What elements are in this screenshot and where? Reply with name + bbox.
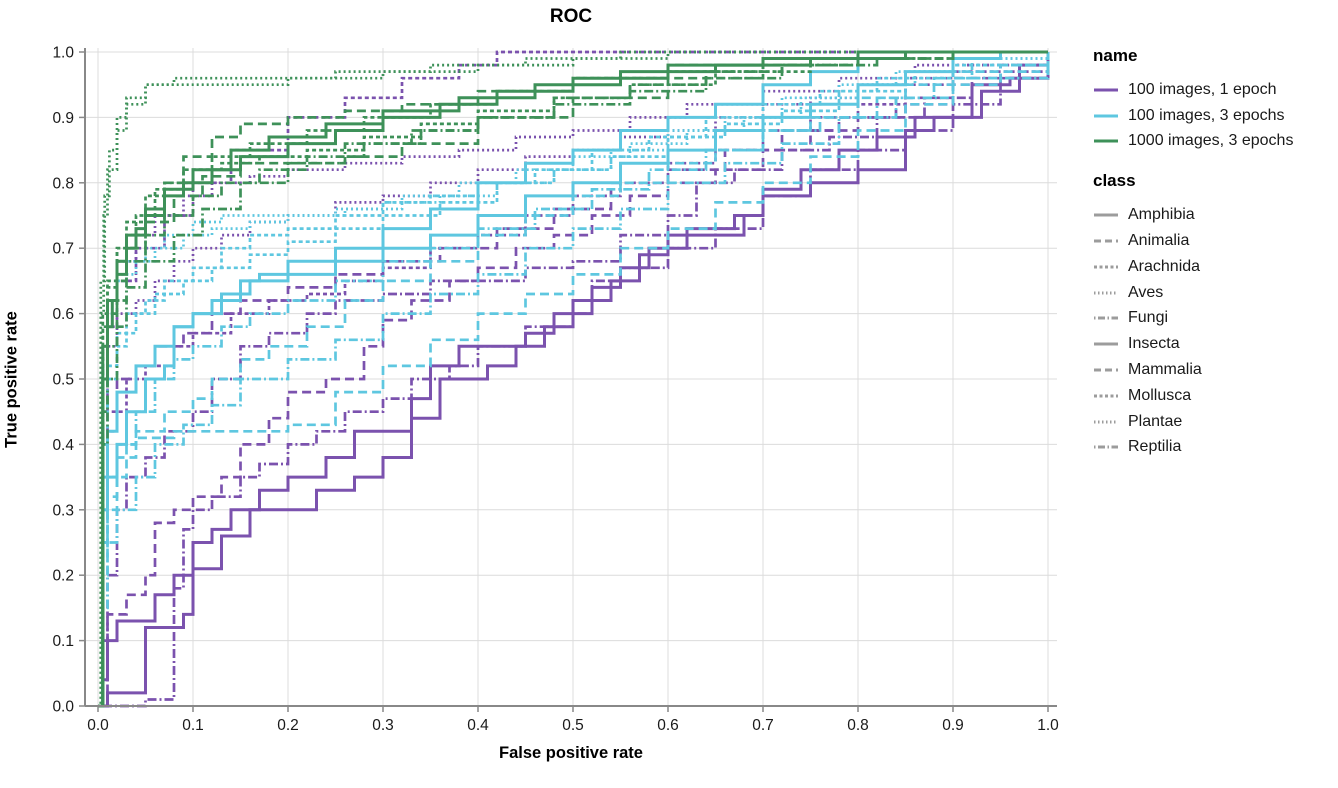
y-tick-label: 0.0: [52, 699, 74, 716]
legend-item-label: Reptilia: [1128, 438, 1182, 456]
legend-class-item: Aves: [1093, 280, 1337, 306]
legend-name-item: 100 images, 1 epoch: [1093, 77, 1337, 103]
y-tick-label: 1.0: [52, 45, 74, 62]
legend-item-label: 1000 images, 3 epochs: [1128, 132, 1294, 150]
legend: name 100 images, 1 epoch 100 images, 3 ep…: [1093, 46, 1337, 460]
roc-curve: [98, 50, 1048, 708]
roc-curve: [98, 50, 1048, 708]
legend-swatch-line: [1094, 394, 1118, 398]
x-tick-label: 0.8: [847, 717, 869, 734]
legend-item-label: Arachnida: [1128, 257, 1201, 275]
legend-swatch-line: [1094, 420, 1118, 424]
roc-curve: [98, 52, 1050, 708]
legend-class-item: Amphibia: [1093, 202, 1337, 228]
x-tick-label: 0.6: [657, 717, 679, 734]
roc-curve: [98, 52, 1050, 708]
legend-item-label: 100 images, 3 epochs: [1128, 106, 1285, 124]
legend-swatch-line: [1094, 316, 1118, 320]
roc-curve: [98, 52, 1050, 708]
roc-curve: [98, 50, 1048, 708]
roc-curve: [98, 50, 1048, 708]
legend-name-items: 100 images, 1 epoch 100 images, 3 epochs 1…: [1093, 77, 1337, 154]
legend-class-title: class: [1093, 171, 1136, 191]
x-tick-label: 0.1: [182, 717, 204, 734]
legend-class-item: Mollusca: [1093, 383, 1337, 409]
roc-curve: [98, 52, 1050, 708]
x-axis-title: False positive rate: [499, 744, 643, 762]
roc-curve: [98, 50, 1048, 708]
legend-class-item: Plantae: [1093, 409, 1337, 435]
roc-curve: [98, 52, 1050, 708]
x-tick-label: 0.5: [562, 717, 584, 734]
y-tick-label: 0.8: [52, 175, 74, 192]
legend-swatch-line: [1094, 342, 1118, 346]
y-tick-label: 0.5: [52, 372, 74, 389]
roc-curve: [98, 52, 1050, 708]
legend-item-label: Insecta: [1128, 335, 1180, 353]
roc-curve: [98, 52, 1050, 708]
x-tick-label: 0.0: [87, 717, 109, 734]
legend-swatch-line: [1094, 291, 1118, 295]
legend-swatch-line: [1094, 213, 1118, 217]
legend-name-item: 100 images, 3 epochs: [1093, 103, 1337, 129]
legend-class-items: Amphibia Animalia Arachnida Aves Fungi Insect…: [1093, 202, 1337, 460]
legend-class-item: Reptilia: [1093, 435, 1337, 461]
legend-item-label: 100 images, 1 epoch: [1128, 80, 1277, 98]
roc-curves: [98, 50, 1050, 708]
legend-name-item: 1000 images, 3 epochs: [1093, 129, 1337, 155]
legend-class-item: Mammalia: [1093, 357, 1337, 383]
x-tick-label: 1.0: [1037, 717, 1059, 734]
legend-swatch-line: [1094, 88, 1118, 92]
legend-swatch-line: [1094, 445, 1118, 449]
legend-item-label: Fungi: [1128, 309, 1169, 327]
chart-title: ROC: [549, 6, 593, 27]
y-tick-label: 0.7: [52, 241, 74, 258]
legend-class-item: Insecta: [1093, 331, 1337, 357]
roc-curve: [98, 50, 1048, 708]
y-tick-label: 0.1: [52, 633, 74, 650]
legend-item-label: Plantae: [1128, 412, 1183, 430]
gridlines: [85, 48, 1057, 707]
legend-class-item: Arachnida: [1093, 254, 1337, 280]
y-tick-label: 0.6: [52, 306, 74, 323]
x-tick-label: 0.7: [752, 717, 774, 734]
y-tick-label: 0.9: [52, 110, 74, 127]
x-tick-label: 0.4: [467, 717, 489, 734]
y-tick-label: 0.4: [52, 437, 74, 454]
y-axis-title: True positive rate: [2, 311, 21, 448]
legend-name-title: name: [1093, 46, 1138, 65]
legend-class-item: Animalia: [1093, 228, 1337, 254]
y-tick-label: 0.2: [52, 568, 74, 585]
legend-item-label: Mollusca: [1128, 386, 1192, 404]
x-tick-label: 0.3: [372, 717, 394, 734]
legend-item-label: Amphibia: [1128, 206, 1195, 224]
roc-curve: [98, 50, 1048, 708]
legend-swatch-line: [1094, 239, 1118, 243]
legend-class-item: Fungi: [1093, 306, 1337, 332]
y-tick-label: 0.3: [52, 502, 74, 519]
legend-swatch-line: [1094, 368, 1118, 372]
legend-swatch-line: [1094, 114, 1118, 118]
legend-item-label: Animalia: [1128, 232, 1190, 250]
legend-item-label: Mammalia: [1128, 361, 1202, 379]
legend-swatch-line: [1094, 139, 1118, 143]
legend-swatch-line: [1094, 265, 1118, 269]
x-tick-label: 0.2: [277, 717, 299, 734]
roc-curve: [98, 52, 1050, 708]
legend-item-label: Aves: [1128, 283, 1164, 301]
axes: [79, 48, 1057, 712]
axis-tick-labels: 0.0 0.1 0.2 0.3 0.4 0.5 0.6 0.7 0.8 0.9 1.0 0.0 0.1 0…: [52, 45, 1059, 735]
x-tick-label: 0.9: [942, 717, 964, 734]
